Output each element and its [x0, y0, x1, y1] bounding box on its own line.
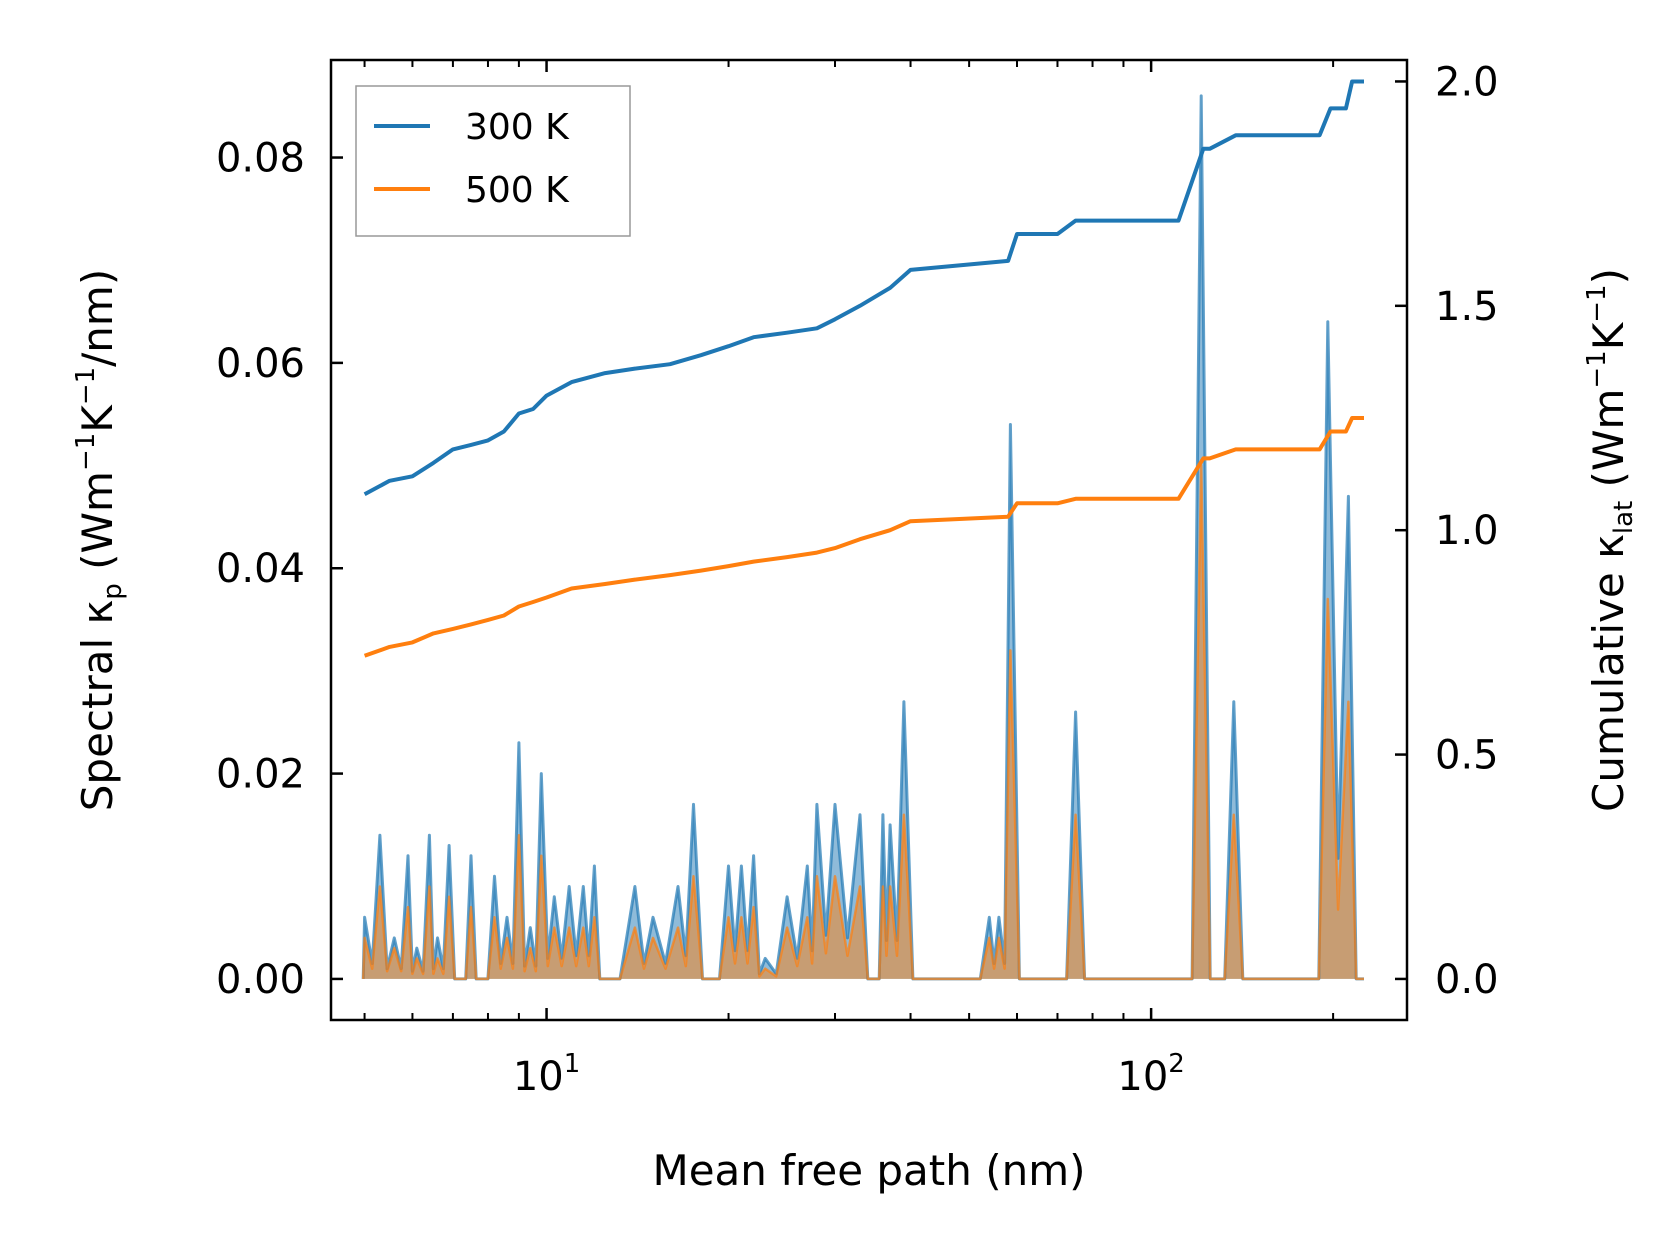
x-tick-label-100: 102 [1117, 1049, 1184, 1100]
legend-frame [355, 85, 631, 237]
x-tick-labels: 101 102 [513, 1049, 1185, 1100]
y-right-tick-label: 0.0 [1435, 957, 1499, 1003]
x-axis-title: Mean free path (nm) [652, 1146, 1085, 1195]
cumulative-line-500k [363, 416, 1364, 658]
legend: 300 K 500 K [355, 85, 631, 237]
y-right-tick-label: 2.0 [1435, 59, 1499, 105]
y-right-tick-label: 0.5 [1435, 733, 1499, 779]
y-left-axis-title: Spectral κp (Wm−1K−1/nm) [71, 269, 128, 811]
plot-frame [329, 58, 1409, 1022]
y-left-tick-label: 0.04 [216, 546, 305, 592]
y-right-axis-title: Cumulative κlat (Wm−1K−1) [1582, 268, 1639, 812]
y-left-tick-label: 0.06 [216, 341, 305, 387]
y-right-tick-label: 1.5 [1435, 284, 1499, 330]
y-right-tick-labels: 0.0 0.5 1.0 1.5 2.0 [1435, 59, 1499, 1002]
cumulative-lines [363, 79, 1364, 658]
legend-label-500k: 500 K [465, 170, 570, 211]
x-tick-label-10: 101 [513, 1049, 580, 1100]
y-right-tick-label: 1.0 [1435, 508, 1499, 554]
legend-label-300k: 300 K [465, 107, 570, 148]
cumulative-line-300k [363, 79, 1364, 497]
y-left-tick-label: 0.02 [216, 752, 305, 798]
spectral-lines [361, 94, 1364, 981]
y-left-tick-label: 0.08 [216, 136, 305, 182]
y-left-tick-labels: 0.00 0.02 0.04 0.06 0.08 [216, 136, 305, 1003]
y-left-tick-label: 0.00 [216, 957, 305, 1003]
spectral-line-500k [361, 464, 1364, 981]
